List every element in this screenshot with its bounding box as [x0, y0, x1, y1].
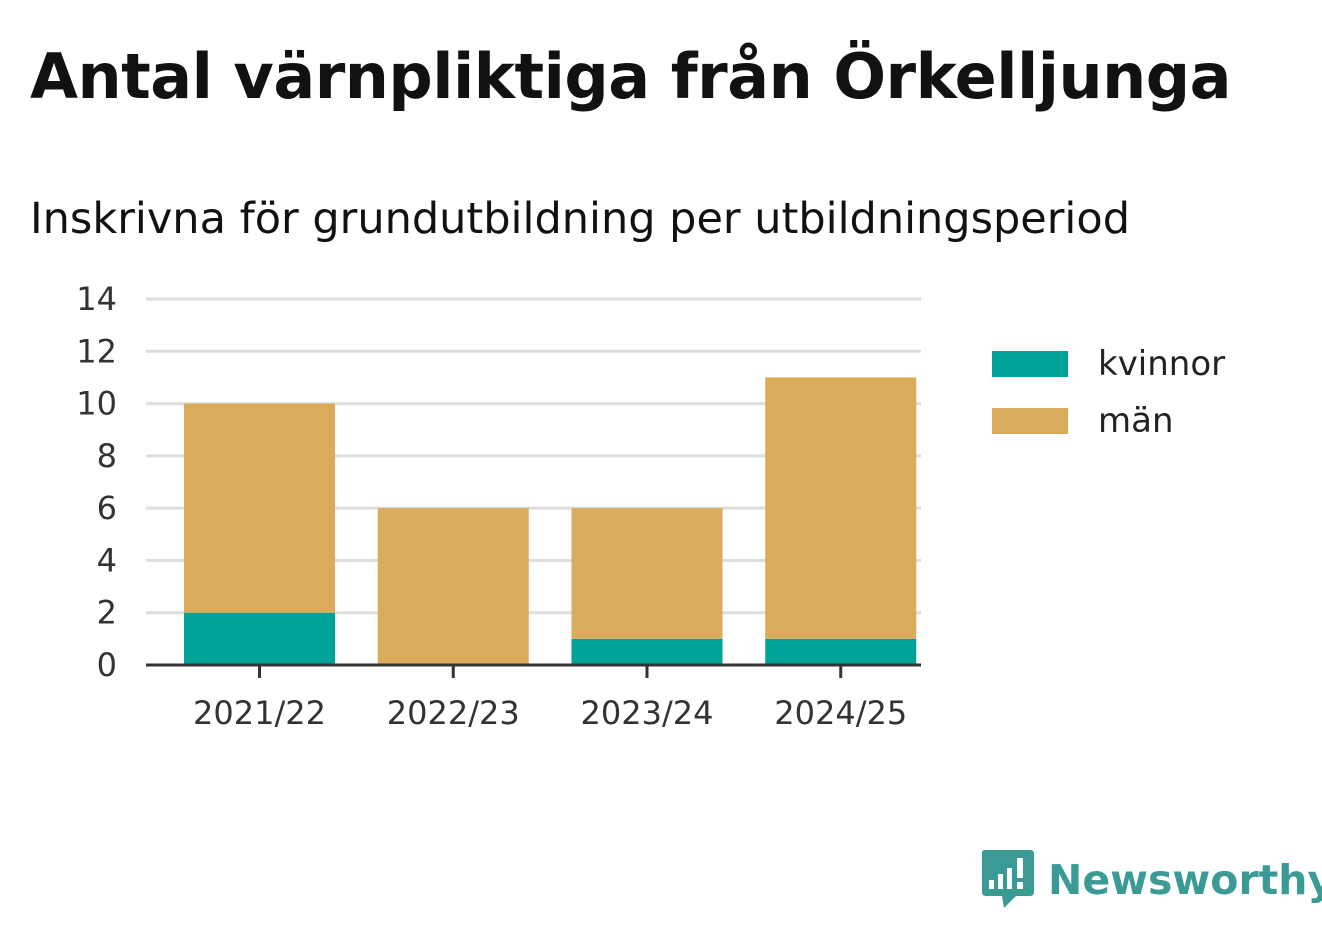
y-tick-label: 12 — [76, 332, 117, 370]
bar-man-1 — [377, 508, 529, 665]
legend-item-man: män — [992, 392, 1225, 449]
y-tick-label: 4 — [97, 541, 117, 579]
legend-swatch-man — [992, 407, 1068, 434]
chart-subtitle: Inskrivna för grundutbildning per utbild… — [30, 194, 1130, 244]
legend-item-kvinnor: kvinnor — [992, 335, 1225, 392]
y-axis-ticks: 0 2 4 6 8 10 12 14 — [76, 280, 117, 684]
y-tick-label: 14 — [76, 280, 117, 318]
y-tick-label: 10 — [76, 385, 117, 423]
chart-title: Antal värnpliktiga från Örkelljunga — [30, 40, 1231, 113]
newsworthy-logo-icon — [982, 850, 1034, 908]
bars — [184, 377, 917, 665]
newsworthy-logo: Newsworthy — [980, 848, 1322, 912]
legend-label-man: män — [1098, 400, 1174, 441]
x-tick-label: 2023/24 — [581, 694, 714, 732]
legend: kvinnor män — [992, 335, 1225, 449]
bar-man-0 — [184, 403, 335, 613]
bar-man-2 — [571, 508, 723, 639]
y-tick-label: 6 — [97, 489, 117, 527]
bar-man-3 — [765, 377, 917, 639]
bar-kvinnor-3 — [765, 638, 917, 665]
bar-kvinnor-2 — [571, 638, 723, 665]
y-tick-label: 2 — [97, 594, 117, 632]
x-tick-label: 2021/22 — [193, 694, 326, 732]
brand-name: Newsworthy — [1048, 856, 1322, 904]
x-tick-label: 2024/25 — [774, 694, 907, 732]
y-tick-label: 0 — [97, 646, 117, 684]
y-tick-label: 8 — [97, 437, 117, 475]
x-axis: 2021/22 2022/23 2023/24 2024/25 — [146, 663, 921, 732]
legend-swatch-kvinnor — [992, 350, 1068, 377]
x-tick-label: 2022/23 — [387, 694, 520, 732]
bar-kvinnor-0 — [184, 612, 335, 665]
legend-label-kvinnor: kvinnor — [1098, 343, 1226, 384]
